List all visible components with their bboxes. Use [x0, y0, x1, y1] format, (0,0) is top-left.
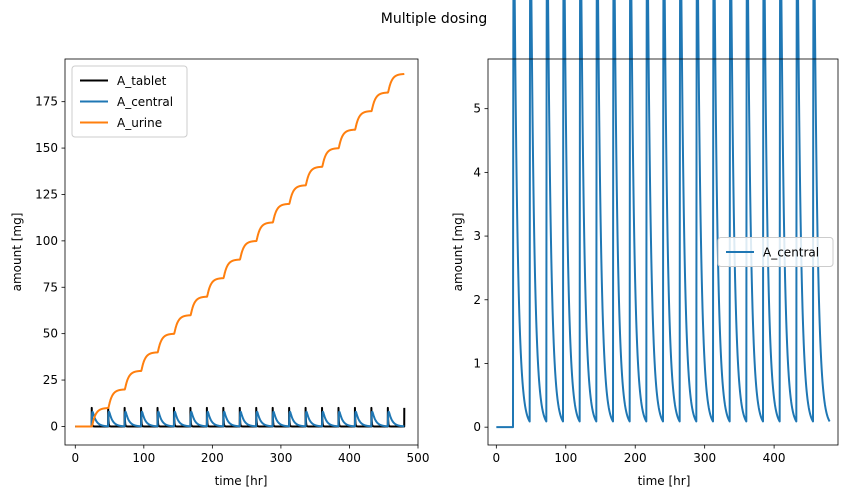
left-y-axis: 0 25 50 75 100 125 150 175	[35, 95, 65, 433]
right-chart: 0 100 200 300 400 0 1 2 3 4 5 time [hr] amount [m…	[451, 0, 839, 488]
y-tick-label: 4	[473, 165, 481, 179]
y-tick-label: 175	[35, 95, 58, 109]
legend-label-a-tablet: A_tablet	[117, 74, 167, 88]
x-tick-label: 100	[554, 451, 577, 465]
y-tick-label: 75	[43, 280, 58, 294]
right-y-axis: 0 1 2 3 4 5	[473, 102, 488, 434]
y-tick-label: 5	[473, 102, 481, 116]
x-tick-label: 200	[624, 451, 647, 465]
x-tick-label: 100	[132, 451, 155, 465]
y-tick-label: 50	[43, 327, 58, 341]
left-x-axis: 0 100 200 300 400 500	[71, 445, 429, 465]
left-chart-frame	[64, 58, 419, 446]
legend-label-a-central: A_central	[117, 95, 173, 109]
right-x-axis-label: time [hr]	[638, 474, 691, 488]
x-tick-label: 400	[763, 451, 786, 465]
left-x-axis-label: time [hr]	[215, 474, 268, 488]
x-tick-label: 300	[693, 451, 716, 465]
y-tick-label: 2	[473, 293, 481, 307]
right-y-axis-label: amount [mg]	[451, 213, 465, 292]
figure-title: Multiple dosing	[381, 11, 487, 27]
legend-label-a-central: A_central	[763, 246, 819, 260]
series-line-a-central	[74, 410, 406, 428]
series-line-a-central	[495, 0, 831, 429]
legend-box	[717, 237, 834, 267]
right-legend: A_central	[717, 237, 834, 267]
y-tick-label: 0	[473, 420, 481, 434]
legend-box	[71, 65, 188, 138]
y-tick-label: 3	[473, 229, 481, 243]
x-tick-label: 200	[201, 451, 224, 465]
y-tick-label: 150	[35, 141, 58, 155]
left-chart: 0 100 200 300 400 500 0 25 50 75 100 125 150 175 tim…	[10, 58, 429, 488]
left-legend: A_tablet A_central A_urine	[71, 65, 188, 138]
y-tick-label: 25	[43, 373, 58, 387]
y-tick-label: 1	[473, 356, 481, 370]
left-y-axis-label: amount [mg]	[10, 213, 24, 292]
x-tick-label: 400	[338, 451, 361, 465]
y-tick-label: 0	[50, 419, 58, 433]
x-tick-label: 0	[71, 451, 79, 465]
x-tick-label: 500	[407, 451, 430, 465]
series-line-a-urine	[74, 73, 406, 428]
y-tick-label: 125	[35, 187, 58, 201]
x-tick-label: 300	[269, 451, 292, 465]
legend-label-a-urine: A_urine	[117, 116, 162, 130]
right-chart-frame	[487, 58, 839, 446]
x-tick-label: 0	[493, 451, 501, 465]
right-x-axis: 0 100 200 300 400	[493, 445, 786, 465]
y-tick-label: 100	[35, 234, 58, 248]
